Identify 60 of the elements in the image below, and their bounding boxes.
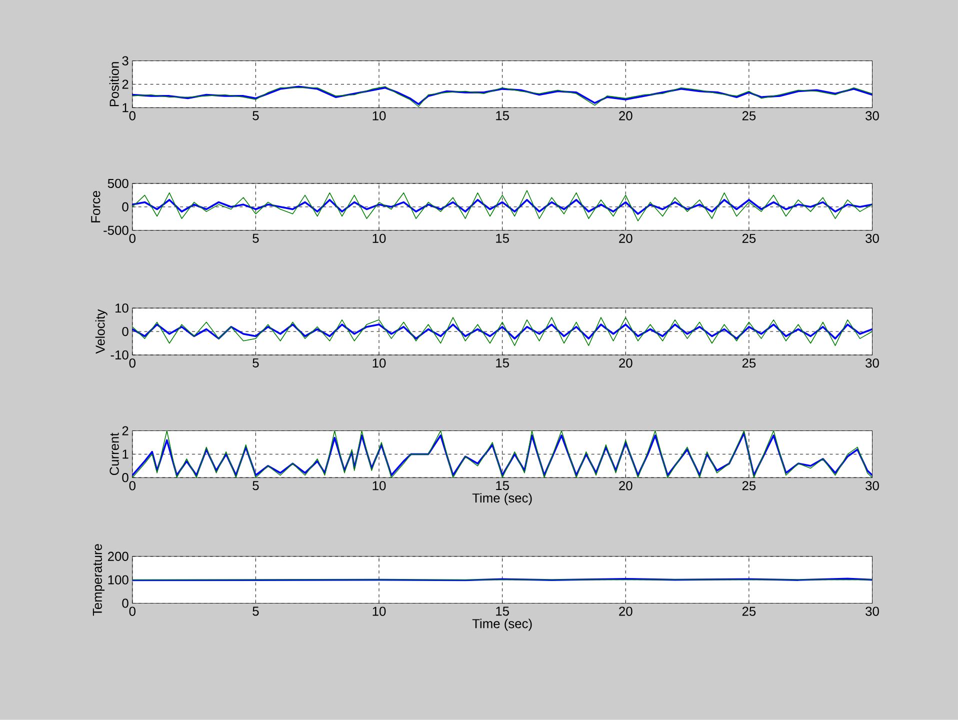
- y-tick-label: 2: [122, 426, 128, 436]
- x-tick-label: 30: [866, 234, 879, 244]
- x-tick-label: 20: [619, 111, 632, 120]
- x-axis-title: Time (sec): [472, 618, 532, 631]
- y-tick-label: 1: [122, 450, 128, 459]
- y-tick-label: 3: [122, 56, 128, 66]
- x-tick-label: 0: [129, 111, 136, 120]
- x-tick-label: 20: [619, 358, 632, 368]
- x-tick-label: 5: [252, 111, 259, 120]
- line-series: [132, 190, 872, 222]
- y-tick-label: 500: [108, 178, 128, 188]
- y-tick-label: -500: [104, 226, 128, 235]
- x-tick-label: 20: [619, 234, 632, 244]
- x-tick-label: 20: [619, 606, 632, 616]
- x-tick-label: 15: [496, 481, 509, 490]
- y-tick-label: 0: [122, 326, 128, 336]
- x-tick-label: 0: [129, 358, 136, 368]
- x-tick-label: 5: [252, 481, 259, 490]
- y-axis-title: Position: [109, 62, 119, 106]
- y-tick-label: 0: [122, 202, 128, 212]
- y-tick-label: 1: [122, 103, 128, 112]
- y-axis-title: Current: [110, 432, 119, 476]
- y-tick-label: 10: [116, 304, 128, 313]
- x-axis-title: Time (sec): [472, 493, 532, 506]
- x-tick-label: 30: [866, 111, 879, 120]
- x-tick-label: 15: [496, 111, 509, 120]
- x-tick-label: 20: [619, 481, 632, 490]
- y-tick-label: 0: [122, 598, 128, 608]
- y-tick-label: 0: [122, 473, 128, 482]
- x-tick-label: 15: [496, 234, 509, 243]
- x-tick-label: 15: [496, 606, 509, 616]
- y-tick-label: -10: [110, 350, 128, 360]
- x-tick-label: 25: [742, 111, 756, 120]
- x-tick-label: 0: [129, 606, 136, 616]
- x-tick-label: 10: [372, 481, 386, 490]
- y-axis-title: Temperature: [92, 544, 105, 616]
- line-series: [132, 324, 872, 340]
- x-tick-label: 25: [742, 358, 756, 368]
- x-tick-label: 10: [372, 234, 386, 244]
- x-tick-label: 30: [866, 481, 879, 490]
- x-tick-label: 15: [496, 358, 509, 368]
- x-tick-label: 10: [372, 606, 386, 616]
- y-axis-title: Velocity: [95, 309, 108, 354]
- x-tick-label: 5: [252, 606, 259, 616]
- x-tick-label: 30: [866, 606, 879, 616]
- x-tick-label: 25: [742, 234, 756, 244]
- x-tick-label: 25: [742, 481, 756, 490]
- x-tick-label: 0: [129, 481, 136, 490]
- y-tick-label: 2: [122, 80, 128, 89]
- y-tick-label: 200: [108, 552, 128, 561]
- x-tick-label: 0: [129, 234, 136, 244]
- x-tick-label: 10: [372, 358, 386, 368]
- x-tick-label: 5: [252, 358, 259, 368]
- y-axis-title: Force: [91, 191, 100, 222]
- x-tick-label: 10: [372, 111, 386, 120]
- x-tick-label: 30: [866, 358, 879, 368]
- line-series: [132, 317, 872, 346]
- y-tick-label: 100: [108, 575, 128, 584]
- x-tick-label: 25: [742, 606, 756, 616]
- x-tick-label: 5: [252, 234, 259, 243]
